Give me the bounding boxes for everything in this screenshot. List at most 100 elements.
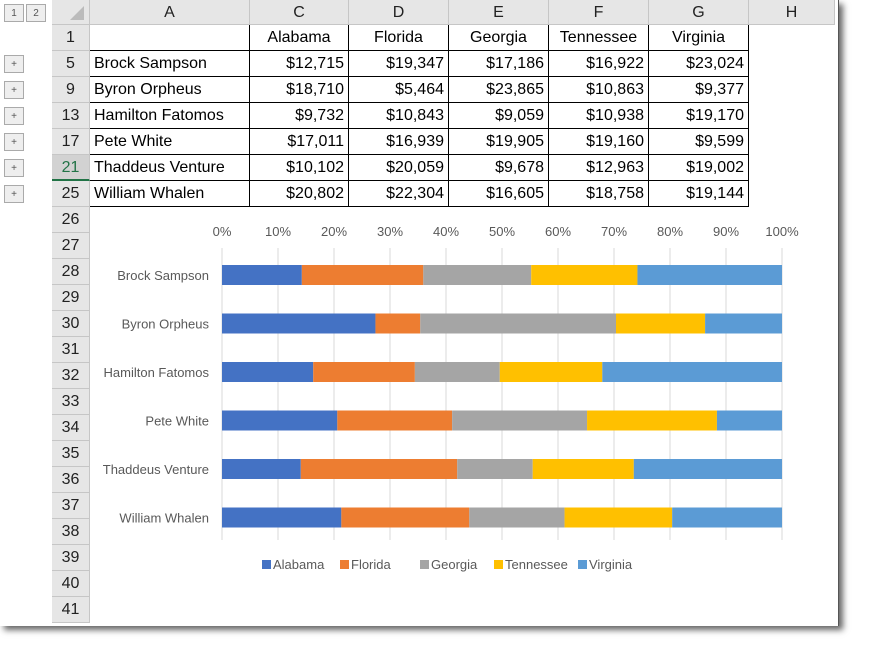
state-header-cell[interactable]: Tennessee [549,25,649,51]
row-header[interactable]: 39 [52,545,90,571]
value-cell[interactable]: $20,802 [250,181,349,207]
bar-tennessee[interactable] [532,459,634,479]
column-header-E[interactable]: E [449,0,549,25]
column-header-G[interactable]: G [649,0,749,25]
bar-florida[interactable] [301,265,424,285]
bar-tennessee[interactable] [499,362,603,382]
row-header[interactable]: 35 [52,441,90,467]
bar-georgia[interactable] [414,362,500,382]
bar-alabama[interactable] [222,507,342,528]
stacked-bar-chart[interactable]: 0% 10% 20% 30% 40% 50% 60% 70% 80% 90% 100% Brock S… [0,0,838,626]
legend-label[interactable]: Florida [351,557,392,572]
bar-florida[interactable] [341,507,470,528]
bar-georgia[interactable] [457,459,533,479]
bar-virginia[interactable] [672,507,782,528]
row-header[interactable]: 13 [52,103,90,129]
expand-group-button[interactable]: + [4,81,24,99]
row-header[interactable]: 36 [52,467,90,493]
row-header[interactable]: 29 [52,285,90,311]
row-header[interactable]: 34 [52,415,90,441]
bar-tennessee[interactable] [587,410,717,431]
value-cell[interactable]: $10,102 [250,155,349,181]
value-cell[interactable]: $16,605 [449,181,549,207]
name-cell[interactable]: Hamilton Fatomos [90,103,250,129]
bar-virginia[interactable] [633,459,782,479]
value-cell[interactable]: $12,715 [250,51,349,77]
value-cell[interactable]: $19,170 [649,103,749,129]
row-header[interactable]: 38 [52,519,90,545]
name-cell[interactable]: Brock Sampson [90,51,250,77]
column-header-H[interactable]: H [749,0,835,25]
row-header[interactable]: 30 [52,311,90,337]
value-cell[interactable]: $10,863 [549,77,649,103]
value-cell[interactable]: $19,002 [649,155,749,181]
expand-group-button[interactable]: + [4,133,24,151]
legend-label[interactable]: Georgia [431,557,478,572]
value-cell[interactable]: $9,732 [250,103,349,129]
legend-label[interactable]: Virginia [589,557,633,572]
bar-georgia[interactable] [469,507,565,528]
row-header[interactable]: 5 [52,51,90,77]
row-header[interactable]: 28 [52,259,90,285]
row-header[interactable]: 25 [52,181,90,207]
bar-georgia[interactable] [420,313,616,334]
bar-tennessee[interactable] [615,313,706,334]
bar-alabama[interactable] [222,362,314,382]
bar-virginia[interactable] [716,410,782,431]
bar-alabama[interactable] [222,265,302,285]
name-cell[interactable]: Thaddeus Venture [90,155,250,181]
cell-a1[interactable] [90,25,250,51]
expand-group-button[interactable]: + [4,107,24,125]
row-header[interactable]: 40 [52,571,90,597]
name-cell[interactable]: Pete White [90,129,250,155]
name-cell[interactable]: William Whalen [90,181,250,207]
bar-virginia[interactable] [602,362,782,382]
select-all-button[interactable] [52,0,90,25]
value-cell[interactable]: $17,011 [250,129,349,155]
bar-alabama[interactable] [222,459,301,479]
bar-florida[interactable] [375,313,421,334]
value-cell[interactable]: $9,059 [449,103,549,129]
value-cell[interactable]: $9,377 [649,77,749,103]
bar-alabama[interactable] [222,313,376,334]
state-header-cell[interactable]: Virginia [649,25,749,51]
state-header-cell[interactable]: Alabama [250,25,349,51]
row-header[interactable]: 32 [52,363,90,389]
column-header-D[interactable]: D [349,0,449,25]
value-cell[interactable]: $5,464 [349,77,449,103]
value-cell[interactable]: $18,710 [250,77,349,103]
bar-georgia[interactable] [423,265,532,285]
bar-virginia[interactable] [705,313,782,334]
legend-label[interactable]: Alabama [273,557,325,572]
value-cell[interactable]: $20,059 [349,155,449,181]
row-header[interactable]: 31 [52,337,90,363]
bar-georgia[interactable] [452,410,588,431]
expand-group-button[interactable]: + [4,185,24,203]
value-cell[interactable]: $19,144 [649,181,749,207]
column-header-F[interactable]: F [549,0,649,25]
column-header-C[interactable]: C [250,0,349,25]
row-header[interactable]: 37 [52,493,90,519]
value-cell[interactable]: $23,865 [449,77,549,103]
row-header[interactable]: 17 [52,129,90,155]
value-cell[interactable]: $10,843 [349,103,449,129]
state-header-cell[interactable]: Florida [349,25,449,51]
bar-alabama[interactable] [222,410,338,431]
expand-group-button[interactable]: + [4,159,24,177]
bar-florida[interactable] [313,362,415,382]
row-header[interactable]: 1 [52,25,90,51]
row-header[interactable]: 9 [52,77,90,103]
value-cell[interactable]: $23,024 [649,51,749,77]
value-cell[interactable]: $9,599 [649,129,749,155]
value-cell[interactable]: $12,963 [549,155,649,181]
state-header-cell[interactable]: Georgia [449,25,549,51]
row-header[interactable]: 26 [52,207,90,233]
row-header[interactable]: 41 [52,597,90,623]
value-cell[interactable]: $22,304 [349,181,449,207]
row-header[interactable]: 21 [52,155,90,181]
name-cell[interactable]: Byron Orpheus [90,77,250,103]
bar-florida[interactable] [337,410,453,431]
value-cell[interactable]: $9,678 [449,155,549,181]
value-cell[interactable]: $16,922 [549,51,649,77]
value-cell[interactable]: $16,939 [349,129,449,155]
